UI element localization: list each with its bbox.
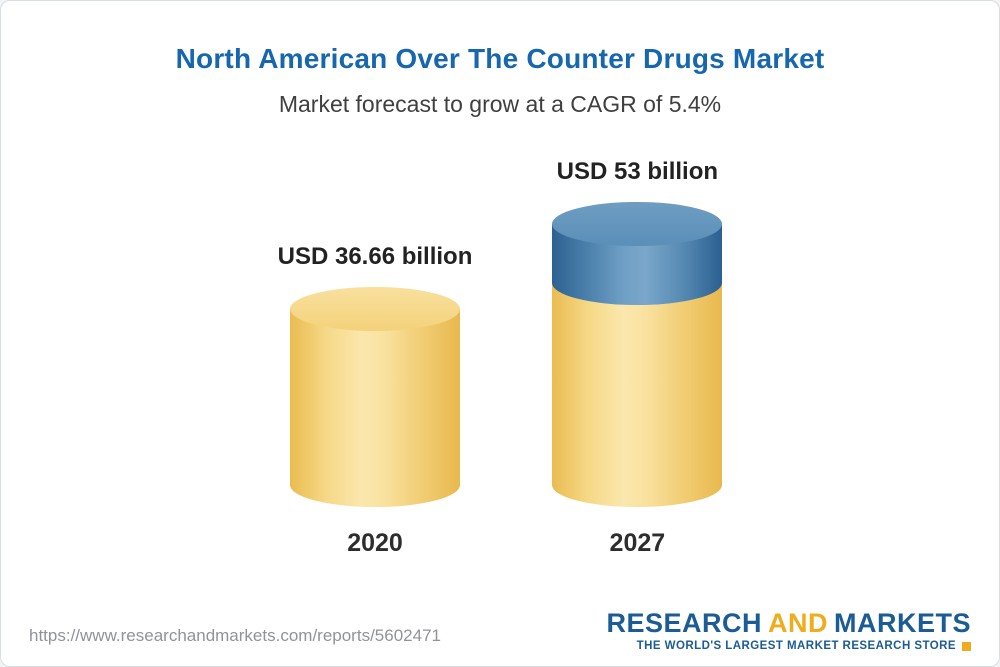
- cylinder-body: [290, 309, 460, 507]
- cylinder-top-ellipse: [290, 287, 460, 331]
- chart-subtitle: Market forecast to grow at a CAGR of 5.4…: [278, 91, 722, 117]
- bar-category-label-2020: 2020: [347, 529, 403, 557]
- logo-word-markets: MARKETS: [834, 607, 971, 638]
- growth-segment-top-ellipse: [552, 202, 723, 246]
- chart-title: North American Over The Counter Drugs Ma…: [175, 43, 825, 74]
- bar-group-2027: USD 53 billion 2027: [552, 158, 723, 558]
- growth-segment: [552, 202, 723, 305]
- logo-word-and: AND: [768, 607, 828, 638]
- bar-cylinder-2020: [290, 287, 460, 507]
- bar-chart: USD 36.66 billion 2020 USD 53 billion 20…: [1, 158, 999, 558]
- bar-value-label-2027: USD 53 billion: [556, 158, 719, 185]
- bar-category-label-2027: 2027: [609, 529, 666, 557]
- bar-value-label-2020: USD 36.66 billion: [277, 243, 473, 270]
- logo-tagline-row: THE WORLD'S LARGEST MARKET RESEARCH STOR…: [606, 640, 971, 652]
- logo-word-research: RESEARCH: [606, 607, 762, 638]
- researchandmarkets-logo[interactable]: RESEARCH AND MARKETS THE WORLD'S LARGEST M…: [606, 607, 971, 652]
- logo-wordmark: RESEARCH AND MARKETS: [606, 607, 971, 638]
- logo-tagline: THE WORLD'S LARGEST MARKET RESEARCH STOR…: [636, 640, 956, 652]
- bar-cylinder-2027: [552, 202, 723, 507]
- source-url[interactable]: https://www.researchandmarkets.com/repor…: [29, 626, 441, 645]
- bar-group-2020: USD 36.66 billion 2020: [278, 243, 473, 558]
- logo-gold-square-icon: [962, 641, 971, 651]
